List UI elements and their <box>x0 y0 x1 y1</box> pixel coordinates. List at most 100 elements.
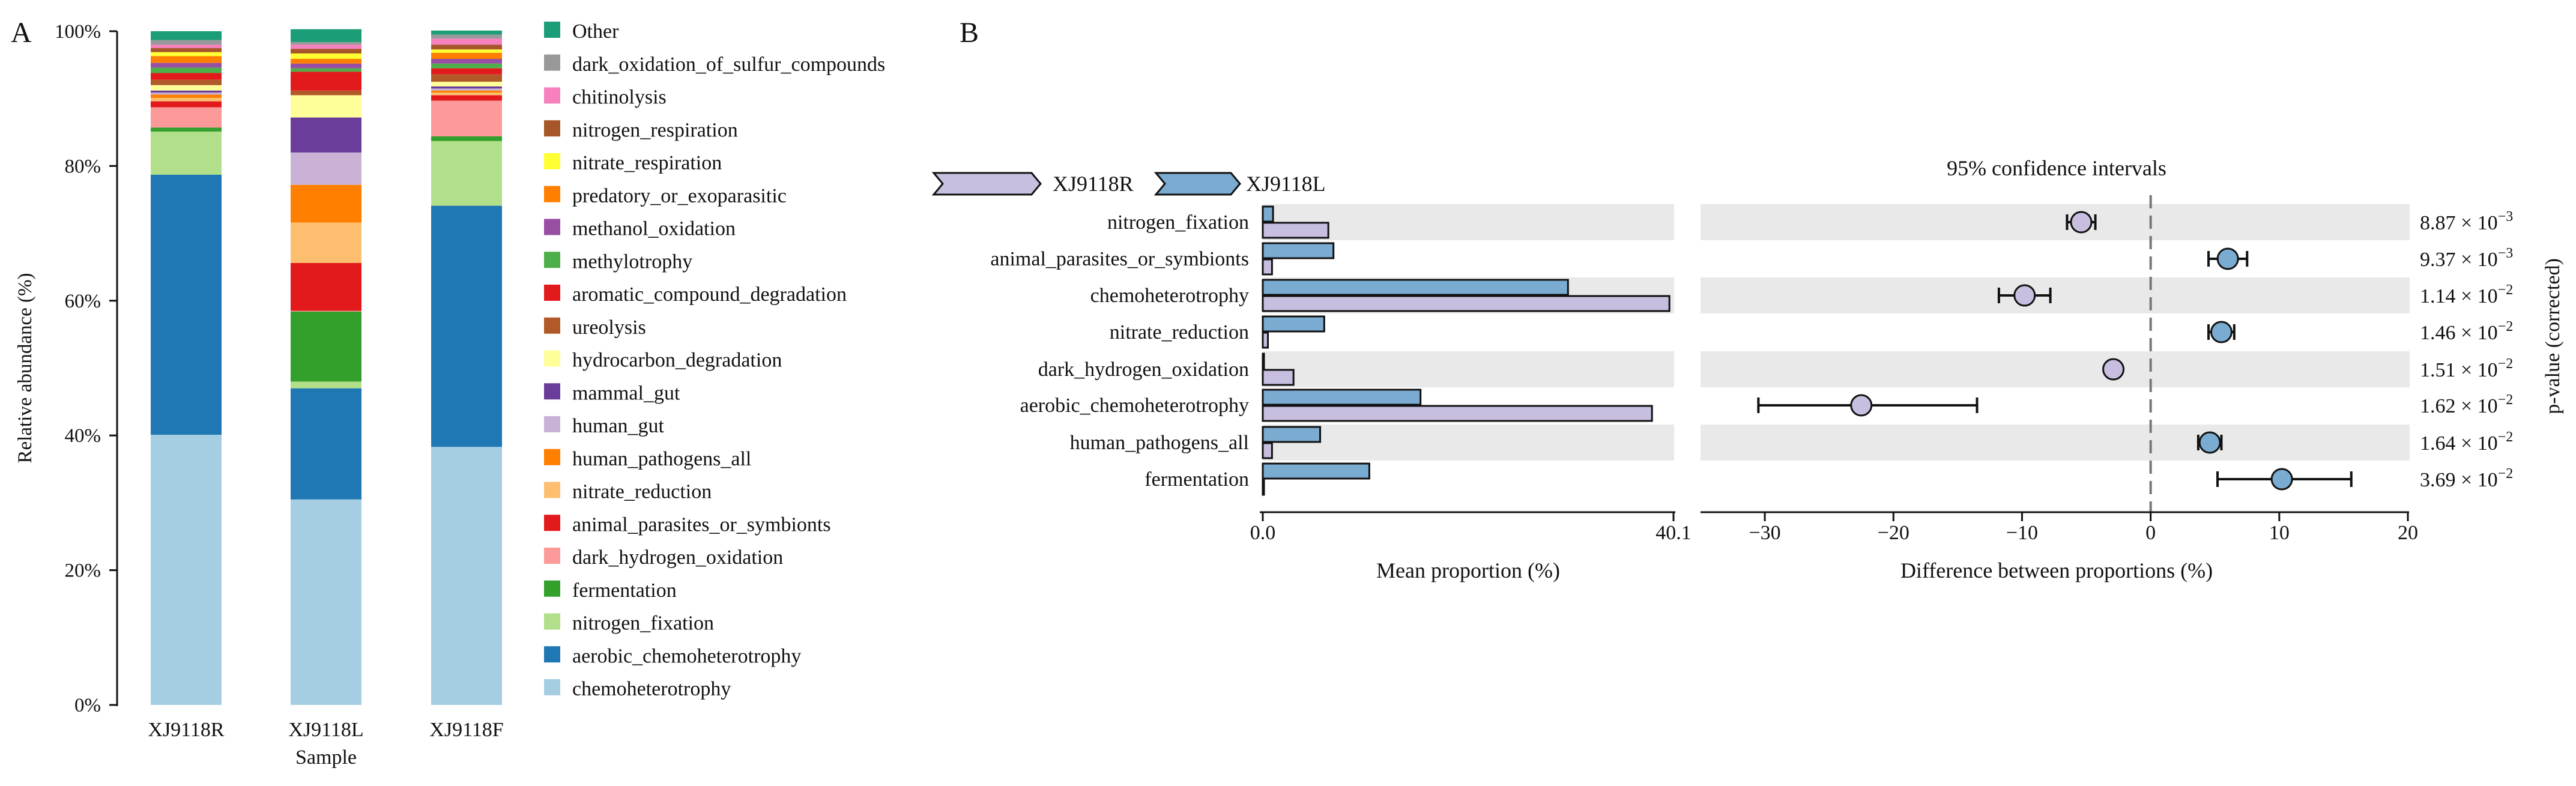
stacked-bar-segment <box>151 44 222 49</box>
legend-swatch <box>544 646 560 663</box>
stacked-bar-segment <box>431 63 502 68</box>
p-value-exponent: −2 <box>2498 319 2514 334</box>
stacked-bar-segment <box>291 311 361 382</box>
bar-xj9118l <box>1262 205 1274 223</box>
legend-swatch <box>544 580 560 597</box>
stacked-bar-segment <box>291 117 361 153</box>
row-band <box>1701 351 2410 387</box>
row-label: aerobic_chemoheterotrophy <box>1020 395 1249 417</box>
bar-xj9118r <box>1262 222 1329 239</box>
p-value-mantissa: 1.51 <box>2420 359 2456 381</box>
stacked-bar-segment <box>151 79 222 85</box>
p-value-times: × 10 <box>2456 212 2498 234</box>
legend-swatch <box>544 416 560 432</box>
legend-swatch <box>544 449 560 465</box>
stacked-bar-segment <box>431 49 502 53</box>
panel-label-a: A <box>11 17 32 49</box>
stacked-bar-segment <box>291 71 361 91</box>
legend-label: predatory_or_exoparasitic <box>572 185 787 207</box>
row-label: fermentation <box>1144 468 1249 491</box>
x-tick-label: 40.1 <box>1655 522 1692 544</box>
p-value-times: × 10 <box>2456 285 2498 307</box>
x-tick-label: XJ9118F <box>429 719 503 741</box>
p-value-times: × 10 <box>2456 432 2498 455</box>
legend-swatch <box>544 285 560 301</box>
bar-xj9118r <box>1262 442 1273 459</box>
y-tick-label: 40% <box>65 425 101 447</box>
legend-swatch <box>544 22 560 38</box>
stacked-bar-segment <box>151 48 222 52</box>
right-axis-title: p-value (corrected) <box>2542 258 2564 414</box>
x-tick-label: −30 <box>1749 522 1780 544</box>
p-value-mantissa: 1.62 <box>2420 395 2456 417</box>
ci-point <box>2102 358 2125 381</box>
legend-label: dark_hydrogen_oxidation <box>572 546 783 569</box>
legend-label: nitrate_respiration <box>572 152 722 174</box>
legend-swatch <box>544 548 560 564</box>
row-label: human_pathogens_all <box>1070 432 1249 454</box>
y-tick-label: 20% <box>65 560 101 582</box>
legend-swatch <box>544 350 560 367</box>
stacked-bar-segment <box>291 95 361 118</box>
p-value-exponent: −3 <box>2498 246 2514 261</box>
legend-swatch-xj9118l <box>1153 172 1241 196</box>
stacked-bar-segment <box>291 59 361 64</box>
stacked-bar-segment <box>431 52 502 59</box>
legend-label: methanol_oxidation <box>572 218 736 240</box>
bar-xj9118l <box>1262 242 1335 259</box>
stacked-bar-segment <box>291 184 361 223</box>
legend-swatch <box>544 482 560 498</box>
legend-swatch <box>544 186 560 202</box>
stacked-bar-segment <box>431 92 502 95</box>
row-label: chemoheterotrophy <box>1090 285 1249 307</box>
row-label: nitrogen_fixation <box>1107 211 1249 234</box>
x-tick-label: XJ9118R <box>148 719 225 741</box>
bar-xj9118r <box>1262 369 1295 386</box>
legend-swatch <box>544 383 560 400</box>
legend-swatch <box>544 317 560 334</box>
stacked-bar-segment <box>291 68 361 72</box>
stacked-bar-segment <box>151 132 222 175</box>
legend-label: fermentation <box>572 579 677 602</box>
stacked-bar-segment <box>291 499 361 705</box>
row-band <box>1701 425 2410 461</box>
x-tick-label: −20 <box>1878 522 1909 544</box>
p-value-label: 1.62 × 10−2 <box>2420 392 2513 417</box>
p-value-label: 8.87 × 10−3 <box>2420 209 2513 234</box>
stacked-bar-segment <box>431 90 502 93</box>
legend-label: ureolysis <box>572 316 646 339</box>
stacked-bar-segment <box>291 41 361 45</box>
stacked-bar-segment <box>431 100 502 137</box>
legend-label: mammal_gut <box>572 382 680 404</box>
ci-title: 95% confidence intervals <box>1947 156 2166 180</box>
stacked-bar-segment <box>291 29 361 42</box>
legend-label: Other <box>572 20 619 43</box>
legend-label: aromatic_compound_degradation <box>572 283 847 306</box>
y-tick-label: 80% <box>65 156 101 177</box>
legend-label: aerobic_chemoheterotrophy <box>572 645 801 667</box>
p-value-exponent: −2 <box>2498 429 2514 445</box>
stacked-bar-segment <box>431 447 502 705</box>
y-tick-label: 60% <box>65 291 101 312</box>
stacked-bar-segment <box>151 73 222 80</box>
stacked-bar-segment <box>291 49 361 54</box>
x-axis-title: Mean proportion (%) <box>1376 558 1560 582</box>
legend-label: chemoheterotrophy <box>572 678 731 700</box>
stacked-bar-segment <box>151 101 222 107</box>
stacked-bar-segment <box>431 68 502 74</box>
bar-xj9118r <box>1262 331 1269 349</box>
ci-point <box>2210 321 2233 343</box>
stacked-bar-segment <box>151 435 222 705</box>
stacked-bar-segment <box>151 85 222 91</box>
legend-label: human_gut <box>572 415 665 437</box>
x-axis-title: Difference between proportions (%) <box>1900 558 2213 582</box>
stacked-bar-segment <box>151 92 222 95</box>
stacked-bar-segment <box>291 388 361 500</box>
stacked-bar-segment <box>431 44 502 50</box>
ci-point <box>2198 431 2221 454</box>
ci-point <box>2070 211 2093 234</box>
legend-swatch <box>544 153 560 169</box>
row-band <box>1701 277 2410 313</box>
legend-swatch <box>544 120 560 137</box>
